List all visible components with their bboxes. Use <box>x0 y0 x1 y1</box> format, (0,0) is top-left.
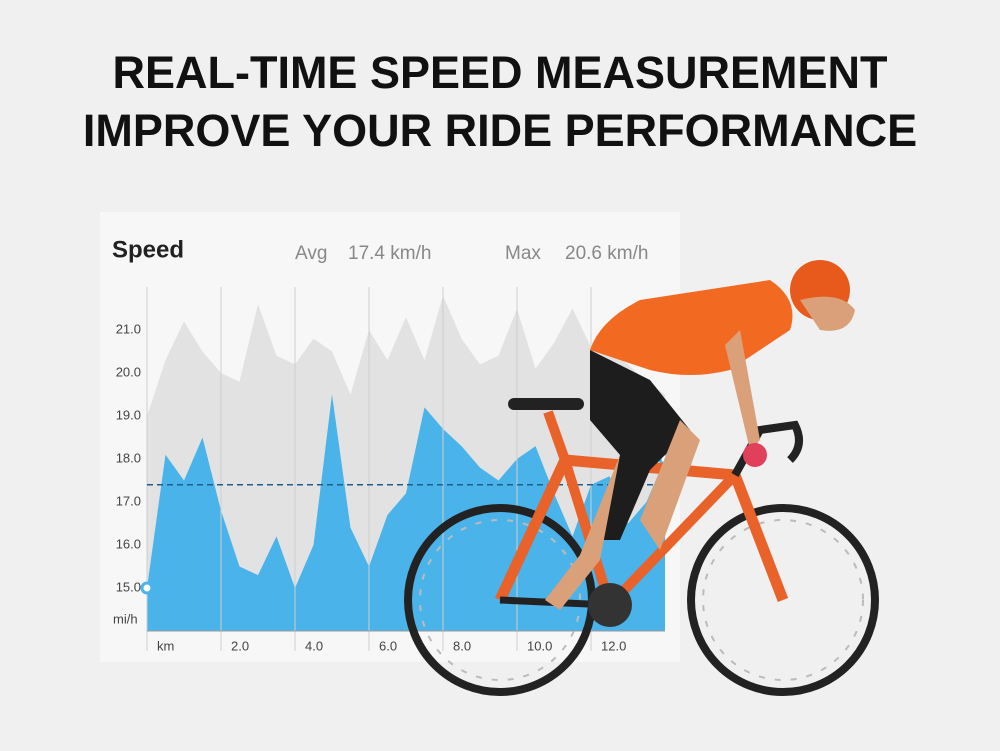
y-unit: mi/h <box>113 611 138 626</box>
y-tick-label: 21.0 <box>116 321 141 336</box>
y-tick-label: 20.0 <box>116 364 141 379</box>
point-marker <box>140 581 154 595</box>
stat-value: 17.4 km/h <box>348 243 431 264</box>
x-tick-label: 6.0 <box>379 638 397 653</box>
x-tick-label: 4.0 <box>305 638 323 653</box>
chart-title: Speed <box>112 236 184 263</box>
headline: IMPROVE YOUR RIDE PERFORMANCE <box>83 105 917 156</box>
x-tick-label: 2.0 <box>231 638 249 653</box>
x-tick-label: km <box>157 638 174 653</box>
y-tick-label: 16.0 <box>116 536 141 551</box>
x-tick-label: 8.0 <box>453 638 471 653</box>
stat-label: Avg <box>295 243 327 264</box>
y-tick-label: 18.0 <box>116 450 141 465</box>
area <box>147 394 665 631</box>
stat-label: Max <box>505 243 541 264</box>
y-tick-label: 19.0 <box>116 407 141 422</box>
y-tick-label: 15.0 <box>116 579 141 594</box>
cyclist-illustration <box>404 260 879 696</box>
y-tick-label: 17.0 <box>116 493 141 508</box>
x-tick-label: 10.0 <box>527 638 552 653</box>
x-tick-label: 12.0 <box>601 638 626 653</box>
stat-value: 20.6 km/h <box>565 243 648 264</box>
headline: REAL-TIME SPEED MEASUREMENT <box>112 47 887 98</box>
